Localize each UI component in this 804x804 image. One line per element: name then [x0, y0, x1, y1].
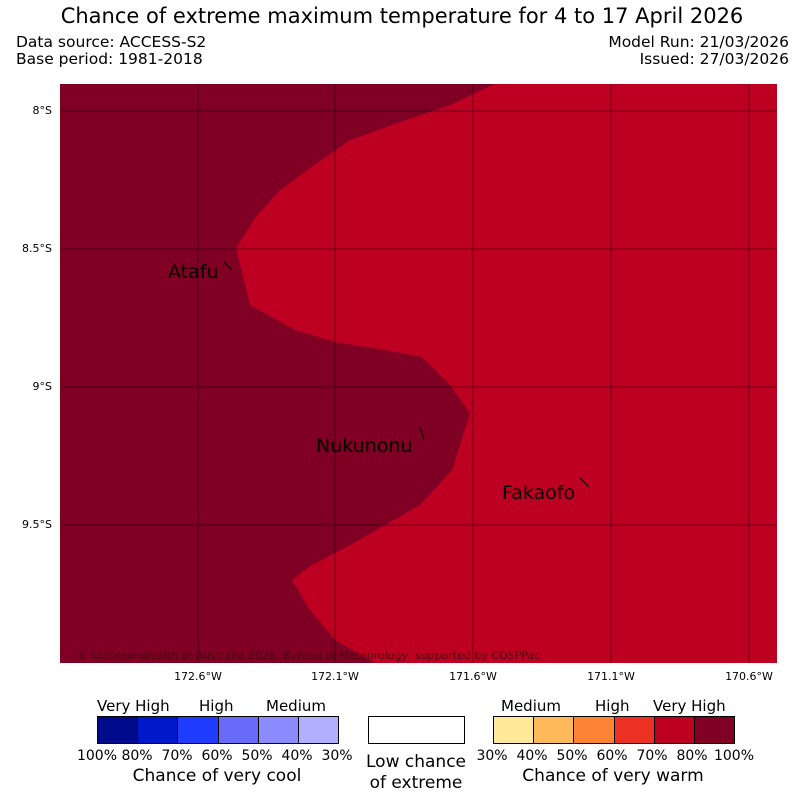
lon-label: 171.6°W — [449, 670, 497, 683]
low-swatch — [369, 717, 464, 743]
cool-tick: 60% — [201, 748, 233, 764]
warm-colorbar — [493, 716, 735, 744]
place-label-atafu: Atafu — [168, 261, 219, 283]
cool-category-medium: Medium — [266, 697, 326, 715]
lon-label: 170.6°W — [725, 670, 773, 683]
cool-swatch — [258, 717, 299, 743]
low-chance-line1: Low chance — [366, 752, 466, 772]
warm-tick: 30% — [476, 748, 508, 764]
page-title: Chance of extreme maximum temperature fo… — [60, 4, 744, 28]
cool-swatch — [298, 717, 339, 743]
warm-tick: 80% — [676, 748, 708, 764]
place-label-fakaofo: Fakaofo — [502, 482, 576, 504]
cool-category-very-high: Very High — [97, 697, 170, 715]
lat-label: 8.5°S — [22, 242, 52, 255]
warm-swatch — [494, 717, 535, 743]
cool-tick: 70% — [161, 748, 193, 764]
lon-label: 172.1°W — [311, 670, 359, 683]
cool-tick: 50% — [241, 748, 273, 764]
cool-swatch — [218, 717, 259, 743]
warm-tick: 100% — [713, 748, 755, 764]
cool-legend-title: Chance of very cool — [132, 766, 302, 786]
cool-tick: 80% — [121, 748, 153, 764]
warm-category-medium: Medium — [501, 697, 561, 715]
cool-colorbar — [97, 716, 339, 744]
lat-label: 9.5°S — [22, 518, 52, 531]
model-run: Model Run: 21/03/2026 — [608, 33, 789, 51]
data-source: Data source: ACCESS-S2 — [16, 33, 207, 51]
warm-category-high: High — [595, 697, 630, 715]
map-region-high — [236, 84, 777, 663]
copyright-notice: © Commonwealth of Australia 2026, Bureau… — [77, 649, 541, 662]
island-markers — [223, 261, 590, 488]
warm-swatch — [694, 717, 735, 743]
warm-tick: 70% — [636, 748, 668, 764]
base-period: Base period: 1981-2018 — [16, 50, 203, 68]
low-chance-swatch — [368, 716, 465, 744]
meta-left: Data source: ACCESS-S2 Base period: 1981… — [16, 34, 206, 68]
lat-label: 9°S — [32, 380, 52, 393]
lon-label: 172.6°W — [174, 670, 222, 683]
meta-right: Model Run: 21/03/2026 Issued: 27/03/2026 — [608, 34, 789, 68]
lon-label: 171.1°W — [587, 670, 635, 683]
cool-tick: 40% — [281, 748, 313, 764]
cool-tick: 100% — [76, 748, 118, 764]
warm-tick: 40% — [516, 748, 548, 764]
low-chance-label: Low chance of extreme — [356, 752, 476, 794]
map-gridlines — [60, 84, 777, 663]
cool-category-high: High — [199, 697, 234, 715]
lat-label: 8°S — [32, 104, 52, 117]
place-label-nukunonu: Nukunonu — [316, 435, 413, 457]
issued-date: Issued: 27/03/2026 — [639, 50, 789, 68]
warm-category-very-high: Very High — [653, 697, 726, 715]
warm-tick: 60% — [596, 748, 628, 764]
warm-tick: 50% — [556, 748, 588, 764]
warm-swatch — [534, 717, 575, 743]
cool-swatch — [178, 717, 219, 743]
warm-swatch — [614, 717, 655, 743]
cool-swatch — [98, 717, 139, 743]
cool-tick: 30% — [321, 748, 353, 764]
warm-legend-title: Chance of very warm — [522, 766, 704, 786]
low-chance-line2: of extreme — [369, 773, 463, 793]
warm-swatch — [654, 717, 695, 743]
warm-swatch — [574, 717, 615, 743]
cool-swatch — [138, 717, 179, 743]
